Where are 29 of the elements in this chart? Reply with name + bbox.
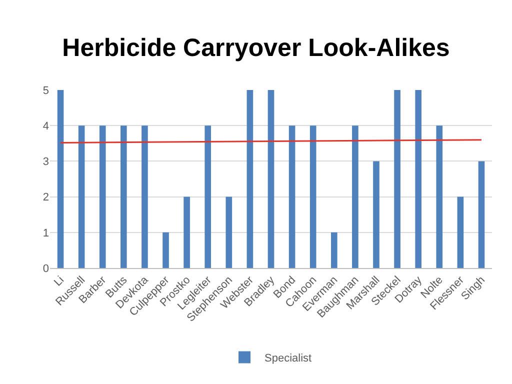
bar xyxy=(457,196,464,268)
bar xyxy=(373,161,380,268)
chart-title: Herbicide Carryover Look-Alikes xyxy=(62,34,450,62)
bar xyxy=(204,126,212,268)
bar xyxy=(478,161,485,268)
bar xyxy=(142,126,148,268)
bar xyxy=(288,126,296,268)
bar xyxy=(184,196,190,268)
bar xyxy=(162,232,169,268)
bar xyxy=(436,126,443,268)
y-tick-label: 4 xyxy=(42,120,49,132)
bar xyxy=(57,90,64,268)
bar xyxy=(415,90,422,268)
bar xyxy=(246,90,254,268)
bar xyxy=(120,126,127,268)
y-tick-label: 2 xyxy=(42,192,49,204)
bar xyxy=(226,196,232,268)
bar xyxy=(99,126,106,268)
y-tick-label: 5 xyxy=(42,84,49,97)
y-tick-label: 1 xyxy=(42,227,49,240)
y-tick-label: 0 xyxy=(42,262,49,275)
legend-label: Specialist xyxy=(264,352,312,365)
bar xyxy=(394,90,400,268)
bar xyxy=(310,126,316,268)
bar xyxy=(330,232,338,268)
bar xyxy=(78,126,85,268)
bar xyxy=(268,90,274,268)
y-tick-label: 3 xyxy=(42,156,49,168)
bar xyxy=(352,126,358,268)
